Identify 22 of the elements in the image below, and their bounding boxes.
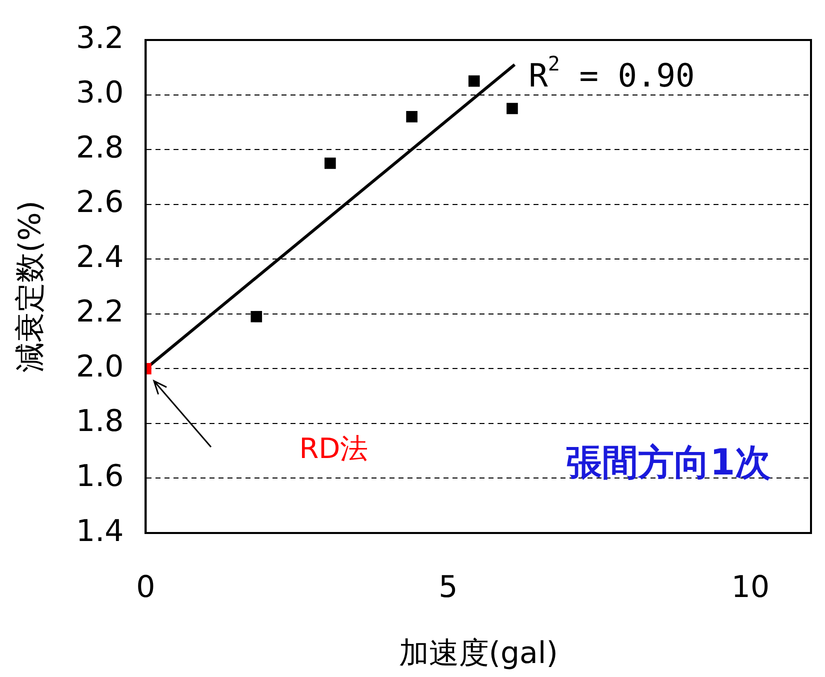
x-tick-label: 10 <box>731 570 770 605</box>
y-tick-label: 3.2 <box>76 20 124 56</box>
annotation: RD法 <box>299 432 368 465</box>
y-tick-label: 1.8 <box>76 404 124 440</box>
point <box>324 158 336 169</box>
point <box>506 102 518 114</box>
point <box>406 111 418 122</box>
y-tick-label: 3.0 <box>76 76 124 111</box>
y-tick-label: 2.2 <box>76 294 124 330</box>
annotation: 張間方向1次 <box>566 442 771 484</box>
y-tick-label: 2.4 <box>76 240 124 275</box>
x-tick-label: 0 <box>136 570 156 605</box>
y-tick-label: 2.6 <box>76 185 124 220</box>
y-tick-label: 2.8 <box>76 130 124 166</box>
y-tick-label: 2.0 <box>76 349 124 384</box>
y-tick-label: 1.4 <box>76 514 124 549</box>
point <box>468 75 480 87</box>
x-axis-title: 加速度(gal) <box>398 636 558 671</box>
y-tick-label: 1.6 <box>76 459 124 494</box>
y-axis-title: 減衰定数(%) <box>12 200 48 372</box>
x-tick-label: 5 <box>438 570 458 605</box>
point <box>250 310 262 322</box>
